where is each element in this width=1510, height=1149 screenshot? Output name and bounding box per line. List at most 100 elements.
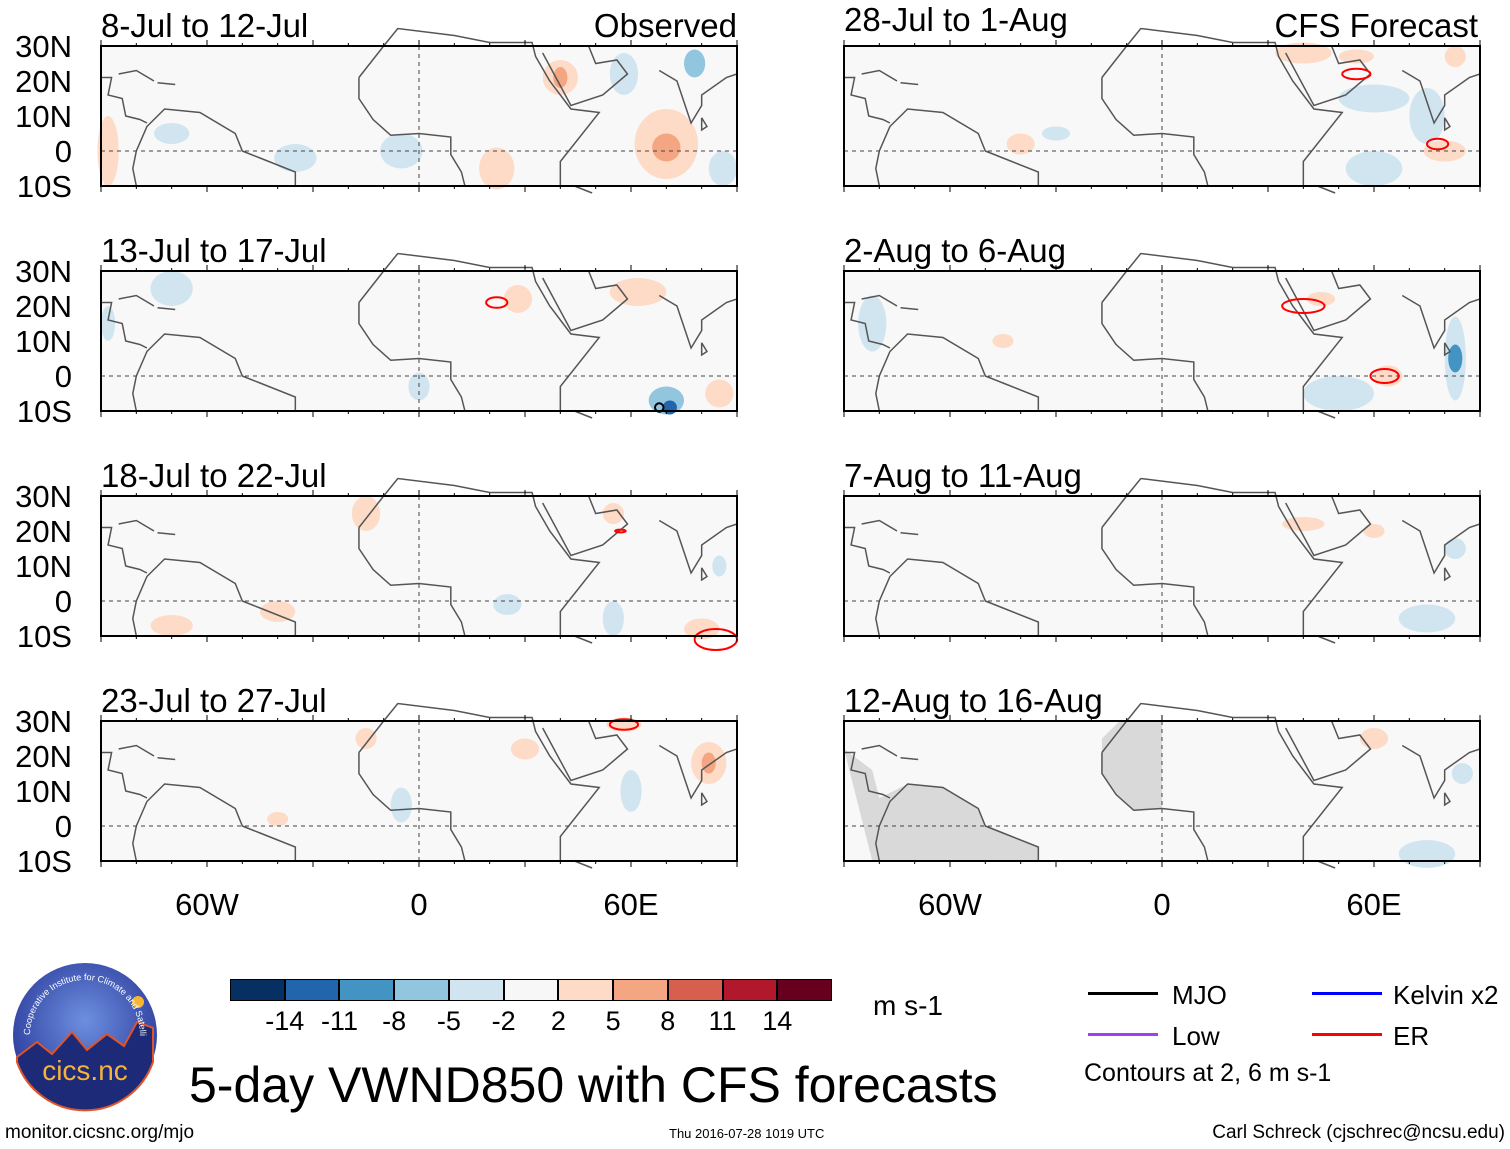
- panel-title: 28-Jul to 1-Aug: [844, 1, 1068, 38]
- hispaniola-coastline: [158, 83, 176, 85]
- wind-anomaly-shading: [610, 278, 667, 306]
- legend-line-low: [1088, 1033, 1158, 1036]
- colorbar-label: -11: [320, 1006, 358, 1036]
- missing-data-region: [844, 749, 1038, 861]
- wind-anomaly-shading: [1409, 88, 1444, 144]
- footer-timestamp: Thu 2016-07-28 1019 UTC: [669, 1126, 825, 1141]
- colorbar-units: m s-1: [873, 990, 943, 1021]
- map-panel: [843, 46, 1481, 186]
- contour-note: Contours at 2, 6 m s-1: [1084, 1059, 1332, 1087]
- wind-anomaly-shading: [652, 134, 680, 162]
- cuba-coastline: [119, 296, 154, 307]
- central-america-coastline: [844, 303, 890, 349]
- x-tick-label: 0: [1153, 887, 1171, 922]
- wind-anomaly-shading: [684, 619, 719, 640]
- wind-anomaly-shading: [992, 334, 1013, 348]
- wind-anomaly-shading: [1339, 50, 1374, 64]
- arabia-coastline: [543, 721, 628, 781]
- central-america-coastline: [101, 303, 147, 349]
- south-america-coastline: [133, 559, 296, 636]
- colorbar-label: 5: [605, 1006, 621, 1036]
- panel-title: 8-Jul to 12-Jul: [101, 7, 309, 44]
- south-america-coastline: [876, 559, 1039, 636]
- wind-anomaly-shading: [1399, 605, 1456, 633]
- y-tick-label: 0: [54, 359, 72, 394]
- wind-anomaly-shading: [1360, 728, 1388, 749]
- y-tick-label: 30N: [15, 704, 72, 739]
- map-panel: [100, 721, 738, 861]
- wind-anomaly-shading: [712, 556, 726, 577]
- map-content: [101, 254, 737, 419]
- wind-anomaly-shading: [1346, 151, 1403, 186]
- colorbar-swatch: [339, 979, 395, 1001]
- observed-column-label: Observed: [593, 7, 737, 44]
- central-america-coastline: [101, 753, 147, 799]
- wind-anomaly-shading: [154, 123, 189, 144]
- y-tick-label: 10N: [15, 324, 72, 359]
- missing-data-region: [1102, 721, 1162, 810]
- wind-anomaly-shading: [267, 812, 288, 826]
- wind-anomaly-shading: [1303, 376, 1374, 411]
- er-contour: [486, 297, 507, 308]
- africa-coastline: [359, 479, 599, 637]
- sri-lanka-coastline: [702, 118, 707, 130]
- panel-title: 18-Jul to 22-Jul: [101, 457, 327, 494]
- y-tick-label: 10N: [15, 99, 72, 134]
- sri-lanka-coastline: [1445, 793, 1450, 805]
- y-tick-label: 0: [54, 809, 72, 844]
- wind-anomaly-shading: [97, 116, 118, 186]
- colorbar-swatch: [777, 979, 832, 1001]
- x-tick-label: 60E: [1346, 887, 1402, 922]
- map-content: [101, 479, 737, 651]
- colorbar-swatch: [667, 979, 723, 1001]
- cuba-coastline: [119, 521, 154, 532]
- y-tick-label: 0: [54, 134, 72, 169]
- er-contour: [1427, 139, 1448, 150]
- y-tick-label: 10N: [15, 774, 72, 809]
- y-tick-label: 10S: [16, 844, 72, 879]
- x-tick-label: 0: [410, 887, 428, 922]
- map-panel: [843, 271, 1481, 411]
- y-tick-label: 30N: [15, 29, 72, 64]
- colorbar-swatch: [448, 979, 504, 1001]
- wind-anomaly-shading: [858, 296, 886, 352]
- wind-anomaly-shading: [663, 401, 677, 415]
- madagascar-coastline: [1317, 636, 1335, 643]
- wind-anomaly-shading: [553, 67, 567, 88]
- legend-label-kelvin: Kelvin x2: [1393, 980, 1499, 1010]
- arabia-coastline: [1286, 721, 1371, 781]
- x-tick-label: 60W: [918, 887, 982, 922]
- wind-anomaly-shading: [603, 503, 624, 524]
- y-tick-label: 30N: [15, 254, 72, 289]
- wind-anomaly-shading: [355, 728, 376, 749]
- y-tick-label: 20N: [15, 289, 72, 324]
- footer-author: Carl Schreck (cjschrec@ncsu.edu): [1212, 1122, 1505, 1143]
- central-america-coastline: [844, 753, 890, 799]
- colorbar-swatch: [394, 979, 449, 1001]
- madagascar-coastline: [574, 861, 592, 868]
- madagascar-coastline: [1317, 186, 1335, 193]
- colorbar-swatch: [284, 979, 340, 1001]
- wind-anomaly-shading: [504, 285, 532, 313]
- map-panel: [100, 271, 738, 411]
- arabia-coastline: [1286, 46, 1371, 106]
- sri-lanka-coastline: [702, 343, 707, 355]
- logo-text: cics.nc: [42, 1055, 128, 1086]
- map-panel: [101, 46, 738, 186]
- hispaniola-coastline: [901, 83, 919, 85]
- wind-anomaly-shading: [260, 601, 295, 622]
- cuba-coastline: [862, 521, 897, 532]
- cuba-coastline: [119, 746, 154, 757]
- hispaniola-coastline: [158, 308, 176, 310]
- legend-label-er: ER: [1393, 1021, 1430, 1051]
- africa-coastline: [359, 254, 599, 412]
- sri-lanka-coastline: [702, 568, 707, 580]
- y-tick-label: 30N: [15, 479, 72, 514]
- wind-anomaly-shading: [620, 770, 641, 812]
- sri-lanka-coastline: [702, 793, 707, 805]
- africa-coastline: [1102, 479, 1342, 637]
- footer-url[interactable]: monitor.cicsnc.org/mjo: [5, 1122, 195, 1143]
- wind-anomaly-shading: [1452, 763, 1473, 784]
- er-contour: [615, 530, 626, 533]
